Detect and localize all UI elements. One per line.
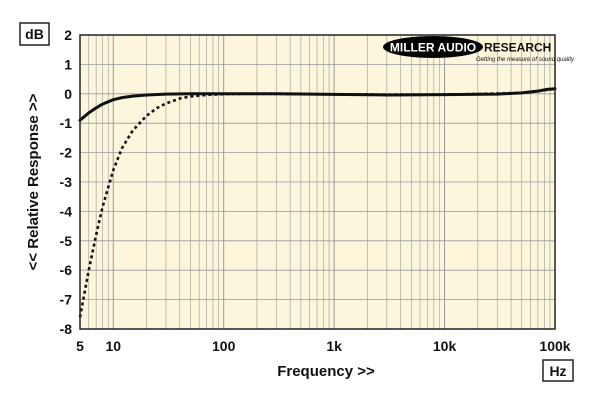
y-tick-label: 0 — [64, 86, 72, 102]
y-tick-labels: 2 1 0 -1 -2 -3 -4 -5 -6 -7 -8 — [60, 27, 73, 337]
x-axis-title: Frequency >> — [277, 363, 375, 380]
x-tick-label: 10k — [433, 338, 457, 354]
y-tick-label: -2 — [60, 145, 73, 161]
x-tick-label: 1k — [326, 338, 342, 354]
logo-side-text: RESEARCH — [484, 41, 551, 55]
y-unit-box: dB — [19, 22, 50, 46]
x-tick-labels: 5 10 100 1k 10k 100k — [76, 338, 571, 354]
y-tick-label: -4 — [60, 203, 73, 219]
y-tick-label: -6 — [60, 262, 73, 278]
series-line-solid — [78, 87, 557, 122]
miller-audio-research-logo: MILLER AUDIO RESEARCH Getting the measur… — [383, 36, 575, 63]
y-tick-label: 1 — [64, 56, 72, 72]
x-unit-label: Hz — [549, 363, 566, 379]
logo-tagline: Getting the measure of sound quality — [476, 57, 575, 63]
y-tick-label: -1 — [60, 115, 73, 131]
x-tick-label: 100 — [212, 338, 236, 354]
x-unit-box: Hz — [542, 359, 574, 382]
x-tick-label: 10 — [105, 338, 121, 354]
x-tick-label: 5 — [76, 338, 84, 354]
y-tick-label: -5 — [60, 233, 73, 249]
y-axis-title: << Relative Response >> — [25, 93, 42, 270]
y-unit-label: dB — [25, 26, 44, 42]
y-tick-label: 2 — [64, 27, 72, 43]
y-tick-label: -8 — [60, 321, 73, 337]
y-tick-label: -3 — [60, 174, 73, 190]
logo-main-text: MILLER AUDIO — [390, 41, 476, 55]
x-tick-label: 100k — [539, 338, 570, 354]
plot-frame — [79, 34, 556, 330]
y-tick-label: -7 — [60, 292, 73, 308]
data-series — [78, 87, 557, 318]
